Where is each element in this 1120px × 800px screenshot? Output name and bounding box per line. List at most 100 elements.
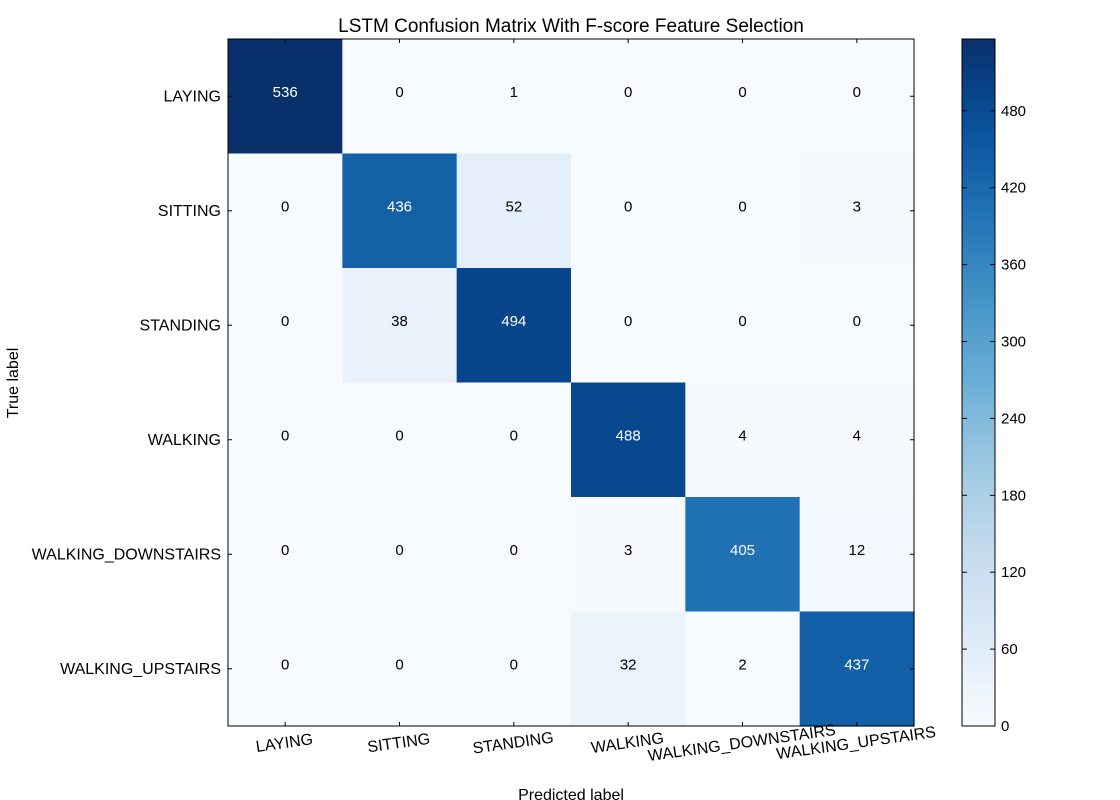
colorbar-tick-label: 120: [1001, 564, 1026, 581]
cell-value-label: 0: [738, 313, 746, 330]
cell-value-label: 494: [501, 313, 526, 330]
heatmap-cells: [228, 39, 915, 727]
cell-value-label: 0: [281, 542, 289, 559]
cell-value-label: 0: [624, 199, 632, 216]
heatmap-cell: [456, 497, 572, 613]
cell-value-label: 0: [510, 657, 518, 674]
heatmap-cell: [685, 382, 801, 498]
cell-value-label: 0: [624, 84, 632, 101]
heatmap-cell: [456, 611, 572, 727]
colorbar-tick-label: 480: [1001, 103, 1026, 120]
heatmap-cell: [456, 382, 572, 498]
heatmap-cell: [228, 153, 343, 269]
cell-value-label: 32: [620, 657, 637, 674]
heatmap-cell: [228, 39, 343, 155]
x-tick-label: SITTING: [366, 731, 431, 757]
y-tick-label: SITTING: [158, 203, 221, 220]
cell-value-label: 0: [395, 657, 403, 674]
axis-ticks: [228, 39, 914, 726]
cell-value-label: 0: [395, 542, 403, 559]
cell-value-label: 4: [853, 428, 861, 445]
cell-value-label: 0: [510, 542, 518, 559]
heatmap-cell: [342, 382, 458, 498]
cell-value-label: 2: [738, 657, 746, 674]
colorbar: [961, 38, 996, 727]
heatmap-cell: [571, 39, 686, 155]
heatmap-cell: [342, 39, 458, 155]
heatmap-cell: [685, 39, 801, 155]
heatmap-cell: [456, 153, 572, 269]
heatmap-cell: [571, 497, 686, 613]
cell-value-label: 436: [387, 199, 412, 216]
y-tick-label: STANDING: [140, 317, 221, 334]
heatmap-cell: [799, 153, 915, 269]
cell-value-label: 0: [281, 657, 289, 674]
y-tick-label: WALKING_UPSTAIRS: [60, 661, 221, 678]
cell-value-label: 0: [510, 428, 518, 445]
cell-value-label: 0: [281, 199, 289, 216]
colorbar-tick-label: 360: [1001, 257, 1026, 274]
cell-value-label: 12: [848, 542, 865, 559]
colorbar-tick-label: 180: [1001, 487, 1026, 504]
heatmap-cell: [228, 497, 343, 613]
colorbar-tick-label: 420: [1001, 180, 1026, 197]
heatmap-cell: [571, 268, 686, 384]
heatmap-cell: [228, 268, 343, 384]
heatmap-cell: [342, 497, 458, 613]
heatmap-cell: [571, 153, 686, 269]
heatmap-cell: [799, 497, 915, 613]
cell-value-label: 0: [281, 428, 289, 445]
colorbar-tick-label: 0: [1001, 718, 1009, 735]
cell-value-label: 536: [273, 84, 298, 101]
heatmap-cell: [342, 268, 458, 384]
heatmap-cell: [456, 268, 572, 384]
x-tick-label: LAYING: [255, 731, 314, 756]
y-tick-label: WALKING: [148, 432, 221, 449]
cell-value-label: 488: [616, 428, 641, 445]
cell-value-label: 38: [391, 313, 408, 330]
y-tick-label: LAYING: [164, 88, 222, 105]
cell-value-label: 0: [281, 313, 289, 330]
y-tick-labels: LAYING SITTING STANDING WALKING WALKING_DOWN…: [32, 88, 221, 678]
cell-value-label: 3: [624, 542, 632, 559]
y-tick-label: WALKING_DOWNSTAIRS: [32, 546, 221, 563]
heatmap-cell: [571, 382, 686, 498]
heatmap-cell: [799, 39, 915, 155]
heatmap-cell: [342, 153, 458, 269]
heatmap-cell: [685, 268, 801, 384]
heatmap-cell: [342, 611, 458, 727]
colorbar-tick-label: 300: [1001, 333, 1026, 350]
heatmap-cell: [685, 497, 801, 613]
cell-value-label: 0: [395, 84, 403, 101]
cell-value-label: 3: [853, 199, 861, 216]
heatmap-cell: [571, 611, 686, 727]
heatmap-cell: [799, 268, 915, 384]
heatmap-cell: [228, 611, 343, 727]
heatmap-cell: [685, 153, 801, 269]
cell-value-label: 0: [624, 313, 632, 330]
x-axis-label: Predicted label: [518, 787, 624, 800]
heatmap-cell: [456, 39, 572, 155]
y-axis-label: True label: [5, 348, 22, 419]
colorbar-tick-label: 60: [1001, 641, 1018, 658]
cell-value-label: 405: [730, 542, 755, 559]
heatmap-cell: [799, 382, 915, 498]
x-tick-labels: LAYING SITTING STANDING WALKINGWALKING_DOWN…: [255, 722, 937, 765]
heatmap-cell: [799, 611, 915, 727]
colorbar-ticks: 0 60 120 180 240 300 360 420 480: [962, 103, 1026, 735]
cell-value-label: 0: [738, 84, 746, 101]
colorbar-tick-label: 240: [1001, 410, 1026, 427]
cell-value-label: 4: [738, 428, 746, 445]
heatmap-cell-labels: 536 0 1 0 0 0 0 436 52 0 0 3 0 38 494 0 0 0 0 0 0 488 4 4 0 0 0 3 40…: [273, 84, 870, 674]
cell-value-label: 0: [738, 199, 746, 216]
chart-title: LSTM Confusion Matrix With F-score Featu…: [338, 16, 804, 37]
cell-value-label: 437: [844, 657, 869, 674]
x-tick-label: STANDING: [472, 729, 555, 757]
cell-value-label: 0: [853, 84, 861, 101]
heatmap-cell: [685, 611, 801, 727]
cell-value-label: 1: [510, 84, 518, 101]
cell-value-label: 0: [853, 313, 861, 330]
heatmap-cell: [228, 382, 343, 498]
cell-value-label: 52: [505, 199, 522, 216]
